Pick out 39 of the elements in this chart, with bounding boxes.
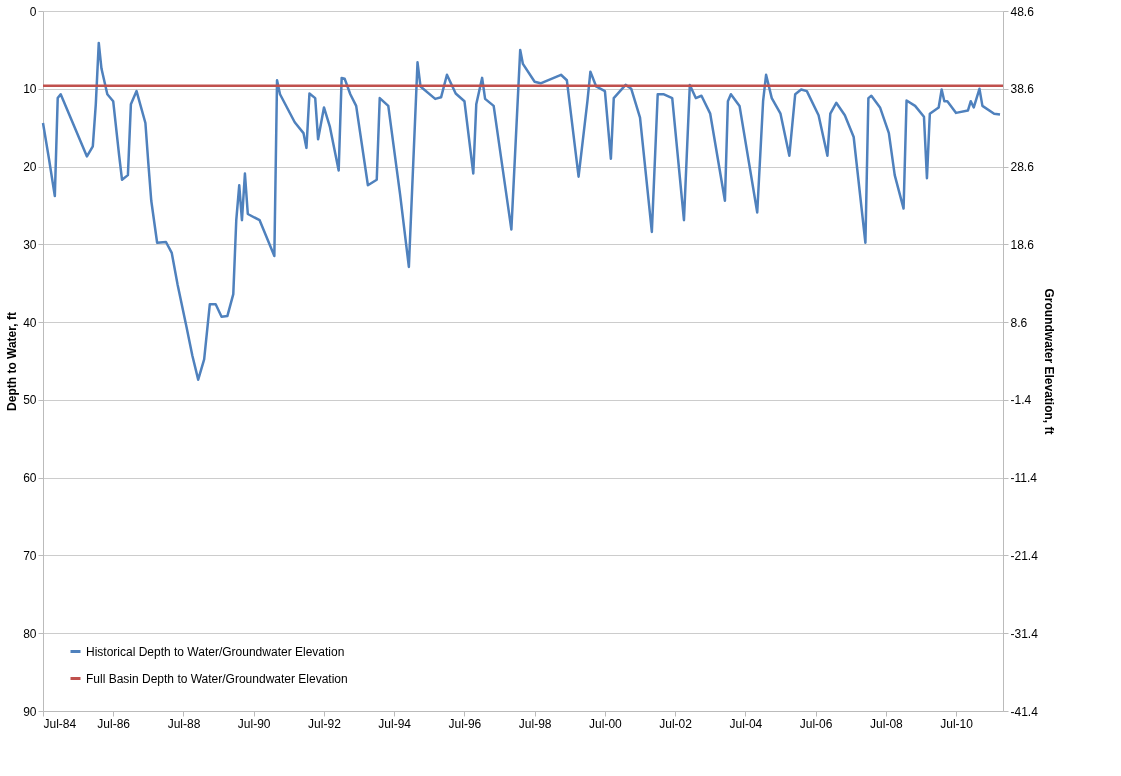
y2-tick-label: -31.4 [1010, 626, 1039, 641]
y-tick-label: 70 [23, 548, 37, 563]
y2-tick-label: -41.4 [1010, 704, 1039, 719]
x-tick-label: Jul-08 [870, 716, 904, 731]
y2-tick-label: 28.6 [1010, 160, 1035, 175]
y-tick-label: 90 [23, 704, 37, 719]
x-tick-label: Jul-86 [97, 716, 131, 731]
x-tick-label: Jul-04 [729, 716, 763, 731]
x-tick-label: Jul-10 [940, 716, 974, 731]
y-tick-label: 0 [29, 4, 37, 19]
x-tick-label: Jul-98 [518, 716, 552, 731]
x-tick-label: Jul-06 [799, 716, 833, 731]
x-tick-label: Jul-90 [237, 716, 271, 731]
y2-tick-label: -11.4 [1010, 471, 1038, 486]
y2-tick-label: -1.4 [1010, 393, 1032, 408]
y-tick-label: 50 [23, 393, 37, 408]
y2-axis-title: Groundwater Elevation, ft [1041, 288, 1056, 435]
x-tick-label: Jul-94 [378, 716, 412, 731]
y-tick-label: 20 [23, 160, 37, 175]
y2-tick-label: 48.6 [1010, 4, 1035, 19]
x-tick-label: Jul-96 [448, 716, 482, 731]
y-tick-label: 80 [23, 626, 37, 641]
legend-label: Full Basin Depth to Water/Groundwater Elevation [86, 671, 348, 686]
x-tick-label: Jul-84 [43, 716, 77, 731]
y2-tick-label: 18.6 [1010, 237, 1035, 252]
x-tick-label: Jul-00 [589, 716, 623, 731]
x-tick-label: Jul-02 [659, 716, 693, 731]
line-series [41, 41, 1002, 381]
y-tick-label: 10 [23, 82, 37, 97]
legend-label: Historical Depth to Water/Groundwater Elevation [86, 644, 345, 659]
y2-tick-label: 8.6 [1010, 315, 1028, 330]
y-axis-title: Depth to Water, ft [5, 312, 20, 411]
y-tick-label: 30 [23, 237, 37, 252]
x-tick-label: Jul-92 [308, 716, 342, 731]
y2-tick-label: -21.4 [1010, 548, 1039, 563]
y2-tick-label: 38.6 [1010, 82, 1035, 97]
x-tick-label: Jul-88 [167, 716, 201, 731]
y-tick-label: 60 [23, 471, 37, 486]
y-tick-label: 40 [23, 315, 37, 330]
